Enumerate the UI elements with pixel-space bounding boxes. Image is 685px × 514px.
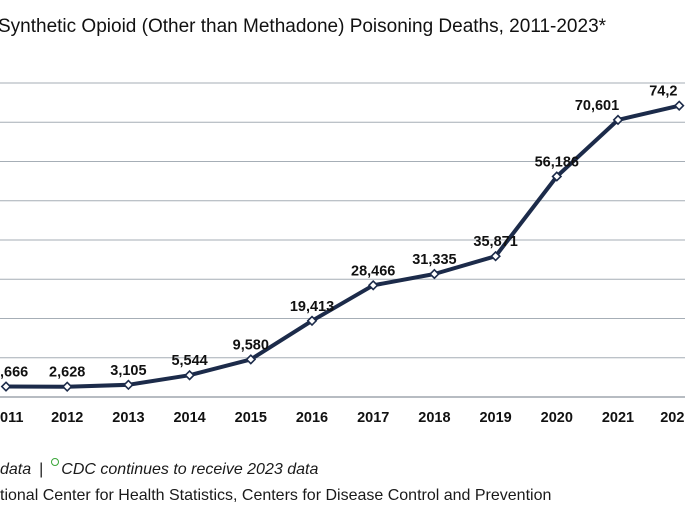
data-label-2012: 2,628 <box>49 365 85 381</box>
x-tick-2021: 2021 <box>602 410 634 426</box>
x-tick-2011: 011 <box>0 410 23 426</box>
data-point-2019 <box>490 250 501 262</box>
data-label-2020: 56,186 <box>535 154 579 170</box>
series-line-group <box>4 103 682 389</box>
x-tick-2020: 2020 <box>541 410 573 426</box>
data-point-2021 <box>612 114 624 126</box>
data-label-2015: 9,580 <box>233 337 269 353</box>
data-point-2018 <box>429 268 440 280</box>
green-dot-icon <box>51 458 60 466</box>
footnote: data | CDC continues to receive 2023 data <box>0 458 318 479</box>
data-point-2022 <box>673 100 685 111</box>
x-tick-2014: 2014 <box>173 410 205 426</box>
data-label-2013: 3,105 <box>110 363 146 379</box>
gridlines <box>0 82 685 398</box>
chart-title: Synthetic Opioid (Other than Methadone) … <box>0 16 607 37</box>
source-attribution: tional Center for Health Statistics, Cen… <box>0 487 552 504</box>
data-label-2018: 31,335 <box>412 252 456 268</box>
data-labels: ,666 2,628 3,105 5,544 9,580 19,413 28,466 31,3… <box>0 84 677 381</box>
data-point-2012 <box>61 381 73 393</box>
x-tick-2013: 2013 <box>112 410 144 426</box>
data-label-2017: 28,466 <box>351 263 395 279</box>
x-tick-2022: 202 <box>660 410 684 426</box>
data-point-2015 <box>245 354 257 365</box>
x-axis-ticks: 011 2012 2013 2014 2015 2016 2017 2018 2019 2020 2… <box>0 410 684 426</box>
data-point-2020 <box>551 171 563 182</box>
data-label-2022: 74,2 <box>649 84 677 100</box>
cdc-note: CDC continues to receive 2023 data <box>61 461 319 478</box>
data-point-2017 <box>367 279 379 291</box>
data-label-2021: 70,601 <box>575 98 619 114</box>
data-point-2016 <box>306 315 318 327</box>
x-tick-2017: 2017 <box>357 410 389 426</box>
series-line <box>4 103 682 389</box>
separator: | <box>39 461 44 478</box>
data-label-2014: 5,544 <box>171 353 207 369</box>
x-tick-2019: 2019 <box>479 410 511 426</box>
data-label-2019: 35,871 <box>473 234 517 250</box>
x-tick-2012: 2012 <box>51 410 83 426</box>
data-points <box>0 100 685 393</box>
data-point-2013 <box>123 379 134 391</box>
data-label-2011: ,666 <box>0 365 28 381</box>
partial-data-label: data <box>0 461 32 478</box>
data-point-2011 <box>0 381 12 392</box>
data-label-2016: 19,413 <box>290 299 334 315</box>
x-tick-2015: 2015 <box>235 410 267 426</box>
x-tick-2016: 2016 <box>296 410 328 426</box>
x-tick-2018: 2018 <box>418 410 450 426</box>
data-point-2014 <box>184 369 195 381</box>
